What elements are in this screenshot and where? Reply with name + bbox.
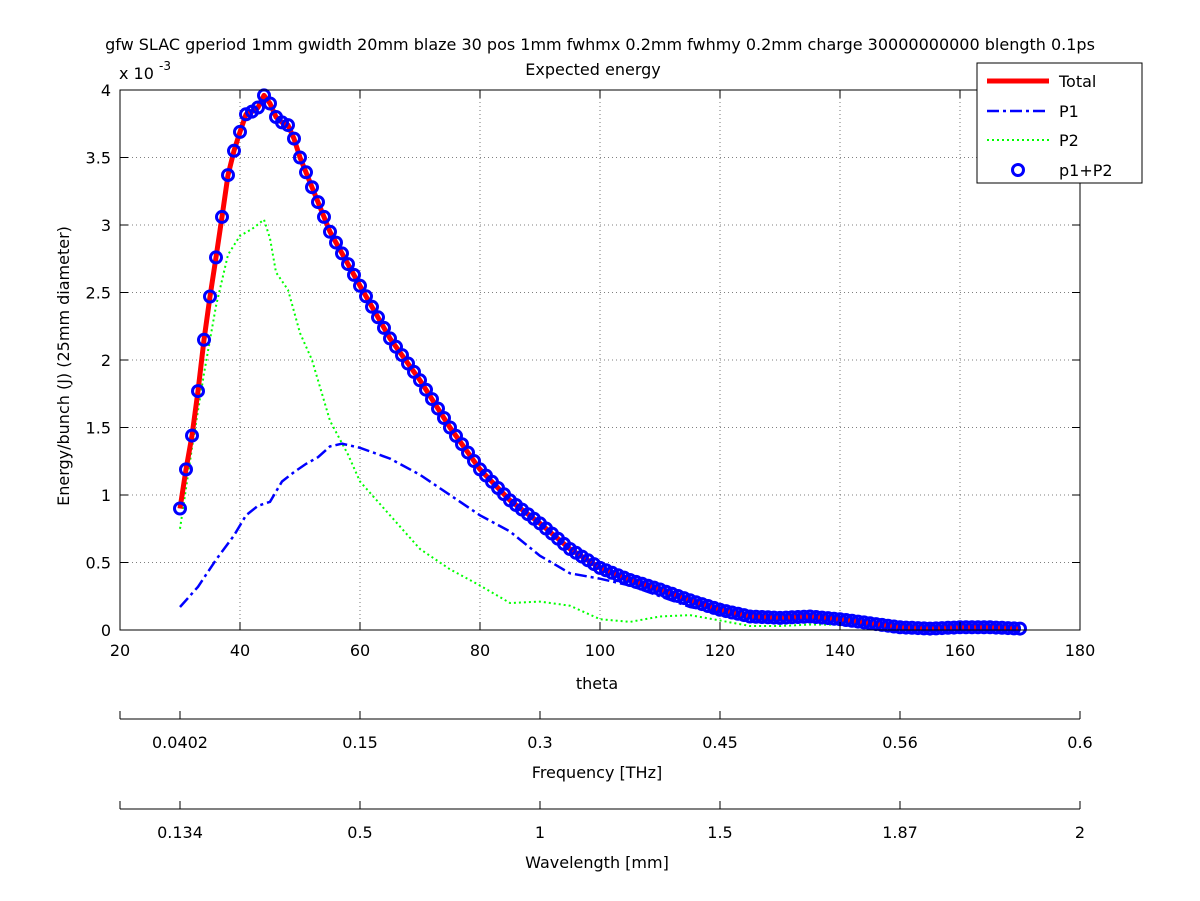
y-multiplier-base: x 10	[119, 64, 154, 83]
series-point-p1p2	[251, 100, 265, 115]
series-point-p1p2	[305, 180, 319, 195]
x-tick-label: 140	[825, 641, 856, 660]
legend-label-total: Total	[1058, 72, 1096, 91]
series-point-p1p2	[209, 250, 223, 265]
series-point-p1p2	[329, 235, 343, 250]
series-point-p1p2	[323, 224, 337, 239]
series-point-p1p2	[377, 320, 391, 335]
x-tick-label: 80	[470, 641, 490, 660]
y-tick-label: 3.5	[86, 149, 111, 168]
series-point-p1p2	[185, 428, 199, 443]
series-point-p1p2	[413, 373, 427, 388]
x-tick-label: 60	[350, 641, 370, 660]
series-point-p1p2	[215, 209, 229, 224]
series-point-p1p2	[419, 382, 433, 397]
series-point-p1p2	[335, 246, 349, 261]
legend: Total P1 P2 p1+P2	[976, 62, 1143, 184]
series-point-p1p2	[725, 605, 739, 620]
series-point-p1p2	[203, 289, 217, 304]
chart-title: gfw SLAC gperiod 1mm gwidth 20mm blaze 3…	[105, 35, 1095, 54]
series-point-p1p2	[263, 96, 277, 111]
secondary-axis-tick-label: 1	[535, 823, 545, 842]
y-tick-label: 0	[101, 621, 111, 640]
y-tick-label: 4	[101, 81, 111, 100]
series-point-p1p2	[281, 118, 295, 133]
series-point-p1p2	[233, 124, 247, 139]
secondary-axis-tick-label: 2	[1075, 823, 1085, 842]
secondary-axis-tick-label: 0.3	[527, 733, 552, 752]
x-tick-label: 180	[1065, 641, 1096, 660]
series-point-p1p2	[1007, 621, 1021, 636]
secondary-axes: 0.0402 0.15 0.3 0.45 0.56 0.6 Frequency [THz] 0…	[119, 711, 1093, 872]
secondary-axis-tick-label: 1.5	[707, 823, 732, 842]
secondary-axis-tick-label: 0.15	[342, 733, 378, 752]
series-point-p1p2	[371, 310, 385, 325]
axis-ticks: 20 40 60 80 100 120 140 160 180 0 0.5 1 1.5 2 2.5 3 3.5 4	[86, 81, 1096, 660]
series-point-p1p2	[731, 606, 745, 621]
y-axis-label: Energy/bunch (J) (25mm diameter)	[54, 226, 73, 506]
series-point-p1p2	[719, 604, 733, 619]
y-tick-label: 2	[101, 351, 111, 370]
secondary-axis-tick-label: 0.6	[1067, 733, 1092, 752]
legend-label-p2: P2	[1059, 131, 1079, 150]
x-tick-label: 100	[585, 641, 616, 660]
series-point-p1p2	[173, 501, 187, 516]
secondary-axis-tick-label: 0.56	[882, 733, 918, 752]
series-point-p1p2	[341, 257, 355, 272]
y-multiplier-label: x 10 -3	[119, 59, 171, 83]
x-tick-label: 20	[110, 641, 130, 660]
series-point-p1p2	[293, 150, 307, 165]
series-point-p1p2	[317, 209, 331, 224]
series-point-p1p2	[311, 195, 325, 210]
y-tick-label: 0.5	[86, 554, 111, 573]
secondary-axis-tick-label: 0.0402	[152, 733, 208, 752]
series-point-p1p2	[713, 602, 727, 617]
x-tick-label: 160	[945, 641, 976, 660]
legend-label-p1: P1	[1059, 102, 1079, 121]
series-point-p1p2	[365, 299, 379, 314]
x-axis-label: theta	[576, 674, 618, 693]
series-point-p1p2	[431, 401, 445, 416]
y-tick-label: 3	[101, 216, 111, 235]
series-point-p1p2	[425, 392, 439, 407]
x-tick-label: 120	[705, 641, 736, 660]
series-point-p1p2	[1013, 621, 1027, 636]
series-point-p1p2	[221, 168, 235, 183]
series-point-p1p2	[287, 131, 301, 146]
chart-subtitle: Expected energy	[525, 60, 660, 79]
y-tick-label: 1.5	[86, 419, 111, 438]
series-point-p1p2	[299, 165, 313, 180]
x-tick-label: 40	[230, 641, 250, 660]
series-point-p1p2	[353, 278, 367, 293]
secondary-axis-tick-label: 0.134	[157, 823, 203, 842]
series-point-p1p2	[179, 462, 193, 477]
series-layer	[173, 88, 1027, 636]
y-multiplier-exponent: -3	[159, 59, 171, 73]
secondary-axis-tick-label: 0.45	[702, 733, 738, 752]
series-point-p1p2	[437, 411, 451, 425]
y-tick-label: 1	[101, 486, 111, 505]
secondary-axis-label: Frequency [THz]	[532, 763, 662, 782]
legend-swatch-p1p2	[1011, 163, 1025, 177]
secondary-axis-label: Wavelength [mm]	[525, 853, 669, 872]
y-tick-label: 2.5	[86, 284, 111, 303]
series-point-p1p2	[359, 289, 373, 304]
secondary-axis-tick-label: 0.5	[347, 823, 372, 842]
secondary-axis-tick-label: 1.87	[882, 823, 918, 842]
series-point-p1p2	[227, 143, 241, 158]
series-point-p1p2	[197, 332, 211, 347]
legend-label-p1p2: p1+P2	[1059, 161, 1113, 180]
series-point-p1p2	[347, 267, 361, 282]
series-point-p1p2	[191, 384, 205, 399]
grid-lines	[120, 90, 1080, 630]
